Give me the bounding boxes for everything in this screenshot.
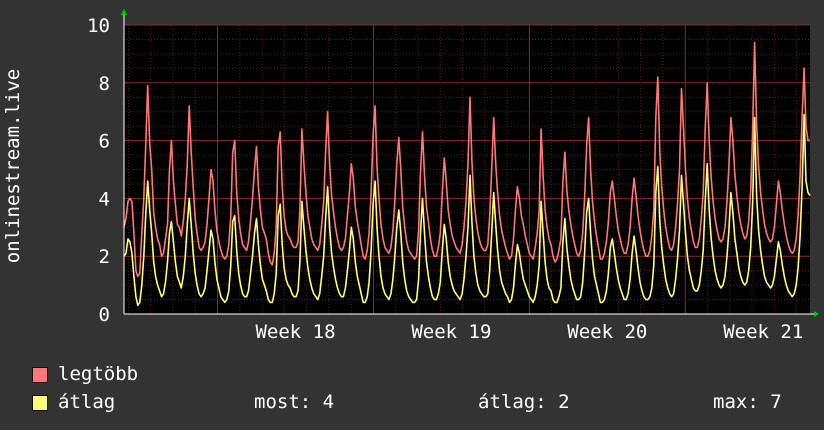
- y-axis-arrow: [121, 9, 127, 15]
- x-axis-arrow: [814, 311, 819, 317]
- series-line-max: [123, 41, 810, 278]
- x-tick-label: Week 18: [255, 321, 335, 343]
- y-tick-label: 10: [87, 15, 110, 37]
- y-tick-label: 2: [99, 246, 110, 268]
- series-line-avg: [123, 113, 811, 307]
- y-tick-label: 8: [99, 73, 110, 95]
- y-tick-label: 6: [99, 131, 110, 153]
- x-tick-label: Week 19: [411, 321, 491, 343]
- x-tick-label: Week 20: [567, 321, 647, 343]
- y-tick-label: 4: [99, 188, 110, 210]
- y-tick-label: 0: [99, 304, 110, 326]
- x-tick-label: Week 21: [723, 321, 803, 343]
- y-axis-label: onlinestream.live: [2, 69, 24, 263]
